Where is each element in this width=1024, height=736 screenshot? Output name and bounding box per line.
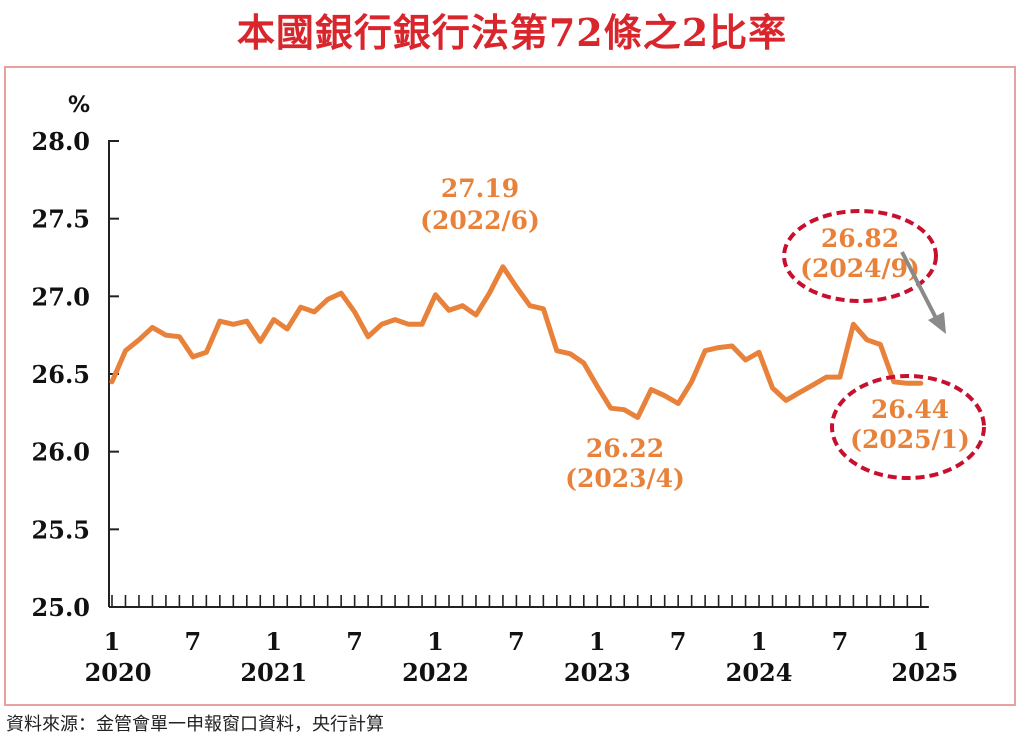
x-tick-label: 7: [670, 627, 687, 656]
y-tick-label: 27.5: [32, 205, 90, 234]
x-tick-label: 1: [427, 627, 444, 656]
x-tick-label: 1: [912, 627, 929, 656]
annotation-value: 26.44: [871, 395, 949, 424]
x-tick-label: 7: [185, 627, 202, 656]
highlight-circle: [830, 374, 986, 480]
annotation-date: (2022/6): [420, 206, 540, 235]
y-tick-label: 26.0: [32, 438, 90, 467]
x-year-label: 2021: [240, 658, 307, 687]
annotation-date: (2025/1): [850, 425, 970, 454]
trend-arrow-shaft: [900, 251, 940, 323]
line-chart: 28.0 27.5 27.0 26.5 26.0 25.5 25.0% 1 7 1 7 1 7 1 7 1 7 1…: [32, 93, 986, 687]
chart-title: 本國銀行銀行法第72條之2比率: [236, 10, 788, 55]
annotation-value: 26.22: [586, 434, 664, 463]
x-tick-label: 1: [265, 627, 282, 656]
annotation-value: 27.19: [441, 174, 519, 203]
x-year-label: 2025: [891, 658, 958, 687]
y-tick-label: 26.5: [32, 360, 90, 389]
x-tick-label: 7: [832, 627, 849, 656]
x-year-label: 2020: [85, 658, 152, 687]
x-tick-label: 1: [751, 627, 768, 656]
highlight-circle: [782, 209, 938, 303]
chart-frame: [4, 66, 1016, 706]
y-tick-label: 27.0: [32, 282, 90, 311]
x-tick-label: 1: [589, 627, 606, 656]
y-unit-label: %: [68, 93, 90, 118]
y-tick-label: 25.0: [32, 593, 90, 622]
x-tick-label: 7: [508, 627, 525, 656]
x-year-label: 2023: [564, 658, 631, 687]
source-note: 資料來源：金管會單一申報窗口資料，央行計算: [6, 714, 384, 735]
y-tick-label: 25.5: [32, 515, 90, 544]
series-line: [109, 264, 924, 420]
x-tick-label: 7: [346, 627, 363, 656]
x-tick-label: 1: [104, 627, 121, 656]
annotation-value: 26.82: [821, 224, 899, 253]
annotation-date: (2023/4): [565, 464, 685, 493]
x-year-label: 2024: [726, 658, 793, 687]
annotation-date: (2024/9): [800, 254, 920, 283]
trend-arrow-head: [928, 312, 946, 334]
x-year-label: 2022: [402, 658, 469, 687]
y-tick-label: 28.0: [32, 127, 90, 156]
